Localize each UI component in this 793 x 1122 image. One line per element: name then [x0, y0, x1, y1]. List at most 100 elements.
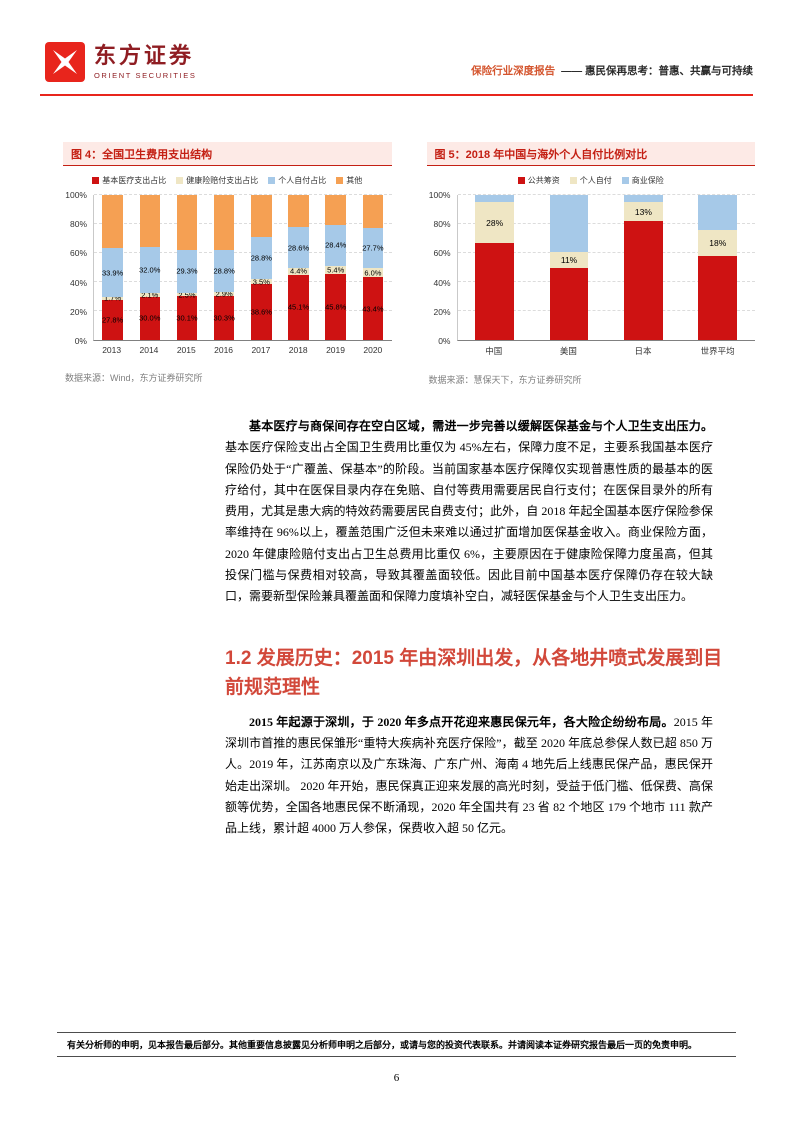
figure-5-title: 图 5：2018 年中国与海外个人自付比例对比 — [426, 142, 755, 166]
header-divider — [40, 94, 753, 96]
legend-item: 基本医疗支出占比 — [92, 175, 166, 186]
data-label: 29.3% — [176, 266, 198, 276]
page-footer: 有关分析师的申明，见本报告最后部分。其他重要信息披露见分析师申明之后部分，或请与… — [57, 1032, 736, 1084]
figure-4-source-note: 数据来源：Wind，东方证券研究所 — [65, 373, 203, 383]
x-axis-label: 2018 — [288, 345, 308, 355]
data-label: 27.8% — [101, 315, 124, 325]
bar-segment — [325, 195, 346, 225]
data-label: 28.8% — [213, 266, 235, 276]
bar-segment: 45.8% — [325, 273, 347, 340]
figure-5-plot-area: 100% 80% 60% 40% 20% 0% 28% 11% 13% 18% — [427, 191, 755, 345]
x-axis-label: 2014 — [139, 345, 159, 355]
bar-segment: 30.1% — [176, 296, 198, 340]
y-axis-tick: 80% — [69, 218, 87, 229]
logo-text: 东方证券 ORIENT SECURITIES — [94, 44, 197, 80]
bar-segment: 28.8% — [213, 250, 235, 292]
bar-segment: 6.0% — [362, 268, 384, 278]
data-label: 27.7% — [362, 243, 384, 253]
stacked-bar-2018: 45.1% 4.4% 28.6% — [287, 195, 310, 340]
report-header-title: 保险行业深度报告 —— 惠民保再思考：普惠、共赢与可持续 — [471, 63, 753, 82]
stacked-bar-中国: 28% — [475, 195, 515, 340]
bar-column: 43.4% 6.0% 27.7% — [354, 195, 391, 340]
bar-segment — [139, 195, 160, 248]
legend-label: 健康险赔付支出占比 — [186, 176, 259, 185]
bar-segment: 28% — [475, 202, 515, 243]
bar-column: 38.6% 3.5% 28.8% — [243, 195, 280, 340]
bar-segment: 4.4% — [288, 266, 309, 276]
footer-divider-bottom — [57, 1056, 736, 1057]
legend-swatch — [92, 177, 100, 184]
bar-column: 28% — [458, 195, 532, 340]
orient-securities-logo: 东方证券 ORIENT SECURITIES — [45, 42, 197, 82]
data-label: 13% — [634, 206, 652, 217]
data-label: 32.0% — [139, 265, 161, 275]
bar-segment: 43.4% — [362, 277, 384, 340]
bar-segment: 18% — [698, 229, 738, 256]
bar-segment: 5.4% — [325, 264, 346, 274]
stacked-bar-美国: 11% — [549, 195, 589, 340]
legend-label: 基本医疗支出占比 — [102, 176, 167, 185]
data-label: 45.1% — [287, 302, 310, 312]
legend-swatch — [621, 177, 629, 184]
figure-4-health-expenditure-structure: 图 4：全国卫生费用支出结构 基本医疗支出占比 健康险赔付支出占比 个人自付占比 其他… — [63, 142, 392, 386]
y-axis: 100% 80% 60% 40% 20% 0% — [427, 191, 457, 345]
legend-label: 个人自付占比 — [278, 176, 327, 185]
data-label: 1.7% — [104, 293, 122, 303]
x-axis-label: 2015 — [176, 345, 196, 355]
figure-4-title: 图 4：全国卫生费用支出结构 — [63, 142, 392, 166]
gridline — [457, 281, 755, 282]
plot: 28% 11% 13% 18% — [456, 194, 755, 341]
footer-divider-top — [57, 1032, 736, 1033]
data-label: 30.3% — [213, 313, 235, 323]
data-label: 4.4% — [289, 266, 308, 276]
data-label: 43.4% — [362, 303, 384, 313]
bar-column: 45.1% 4.4% 28.6% — [280, 195, 317, 340]
data-label: 3.5% — [252, 276, 270, 286]
data-label: 33.9% — [101, 267, 124, 277]
bar-segment: 30.0% — [139, 296, 160, 340]
orient-securities-logo-icon — [45, 42, 85, 82]
data-label: 11% — [560, 254, 578, 265]
gridline — [457, 310, 755, 311]
legend-label: 个人自付 — [579, 176, 612, 185]
stacked-bar-2020: 43.4% 6.0% 27.7% — [362, 195, 384, 340]
gridline — [94, 281, 392, 282]
bar-segment — [288, 195, 309, 227]
x-axis-label: 世界平均 — [700, 346, 735, 356]
legend-item: 公共筹资 — [517, 175, 560, 186]
y-axis-tick: 60% — [433, 248, 451, 259]
data-label: 28.8% — [250, 253, 272, 263]
plot: 27.8% 1.7% 33.9% 30.0% 2.1% 32.0% 30.1% 2.5% 29.… — [93, 194, 392, 341]
legend-item: 其他 — [336, 175, 362, 186]
x-axis-label: 美国 — [559, 346, 577, 356]
legend-label: 其他 — [346, 176, 363, 185]
data-label: 28.4% — [325, 240, 347, 250]
legend-swatch — [268, 177, 276, 184]
data-label: 45.8% — [325, 302, 347, 312]
bar-segment: 30.3% — [213, 296, 235, 340]
y-axis-tick: 40% — [69, 277, 87, 288]
x-axis: 2013 2014 2015 2016 2017 2018 2019 2020 — [93, 345, 392, 355]
bar-segment: 2.1% — [139, 290, 160, 300]
stacked-bar-2019: 45.8% 5.4% 28.4% — [325, 195, 347, 340]
bar-segment: 28.4% — [325, 224, 347, 266]
x-axis-label: 2016 — [214, 345, 234, 355]
gridline — [457, 194, 755, 195]
bar-column: 13% — [606, 195, 680, 340]
gridline — [457, 252, 755, 253]
bar-segment: 28.8% — [250, 237, 272, 279]
bar-column: 45.8% 5.4% 28.4% — [317, 195, 354, 340]
gridline — [94, 252, 392, 253]
paragraph-development-history-lead: 2015 年起源于深圳，于 2020 年多点开花迎来惠民保元年，各大险企纷纷布局… — [249, 714, 674, 729]
y-axis: 100% 80% 60% 40% 20% 0% — [63, 191, 93, 345]
logo-name-en: ORIENT SECURITIES — [94, 70, 197, 80]
gridline — [94, 194, 392, 195]
data-label: 5.4% — [327, 264, 345, 274]
data-label: 28.6% — [287, 242, 310, 252]
legend-item: 商业保险 — [621, 175, 664, 186]
data-label: 2.1% — [141, 290, 159, 300]
stacked-bar-2016: 30.3% 2.9% 28.8% — [213, 195, 235, 340]
bar-column: 30.0% 2.1% 32.0% — [131, 195, 168, 340]
bar-segment: 45.1% — [287, 274, 310, 340]
